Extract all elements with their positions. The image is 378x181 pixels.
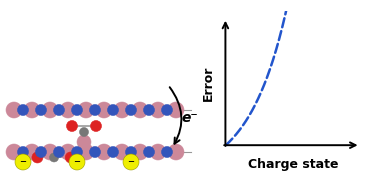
Circle shape [79, 127, 88, 136]
Circle shape [90, 104, 101, 115]
Circle shape [42, 102, 58, 118]
Circle shape [60, 102, 76, 118]
Circle shape [24, 144, 40, 160]
Circle shape [6, 144, 22, 160]
Circle shape [144, 146, 155, 157]
Circle shape [114, 102, 130, 118]
Circle shape [78, 102, 94, 118]
Y-axis label: Error: Error [201, 66, 215, 101]
Circle shape [161, 146, 172, 157]
Circle shape [60, 144, 76, 160]
Circle shape [114, 144, 130, 160]
Circle shape [36, 104, 46, 115]
Circle shape [96, 144, 112, 160]
Circle shape [107, 146, 118, 157]
Circle shape [54, 104, 65, 115]
Circle shape [150, 144, 166, 160]
Text: −: − [20, 157, 26, 167]
Circle shape [6, 102, 22, 118]
Circle shape [168, 102, 184, 118]
Circle shape [65, 152, 76, 163]
Circle shape [107, 104, 118, 115]
Circle shape [78, 144, 94, 160]
Circle shape [54, 146, 65, 157]
Circle shape [17, 146, 28, 157]
Circle shape [69, 154, 85, 170]
Circle shape [90, 146, 101, 157]
X-axis label: Charge state: Charge state [248, 158, 338, 171]
Circle shape [71, 104, 82, 115]
Circle shape [125, 146, 136, 157]
Circle shape [132, 102, 148, 118]
Circle shape [125, 104, 136, 115]
Circle shape [15, 154, 31, 170]
Circle shape [132, 144, 148, 160]
Circle shape [67, 121, 77, 132]
Circle shape [77, 135, 91, 149]
Circle shape [42, 144, 58, 160]
Circle shape [32, 152, 43, 163]
Circle shape [168, 144, 184, 160]
Text: −: − [73, 157, 81, 167]
Circle shape [144, 104, 155, 115]
Circle shape [36, 146, 46, 157]
Circle shape [90, 121, 102, 132]
Circle shape [96, 102, 112, 118]
Circle shape [50, 153, 59, 162]
Circle shape [123, 154, 139, 170]
Circle shape [17, 104, 28, 115]
Circle shape [71, 146, 82, 157]
Circle shape [161, 104, 172, 115]
Circle shape [150, 102, 166, 118]
Text: e⁻: e⁻ [181, 111, 198, 125]
Text: −: − [127, 157, 135, 167]
Circle shape [24, 102, 40, 118]
